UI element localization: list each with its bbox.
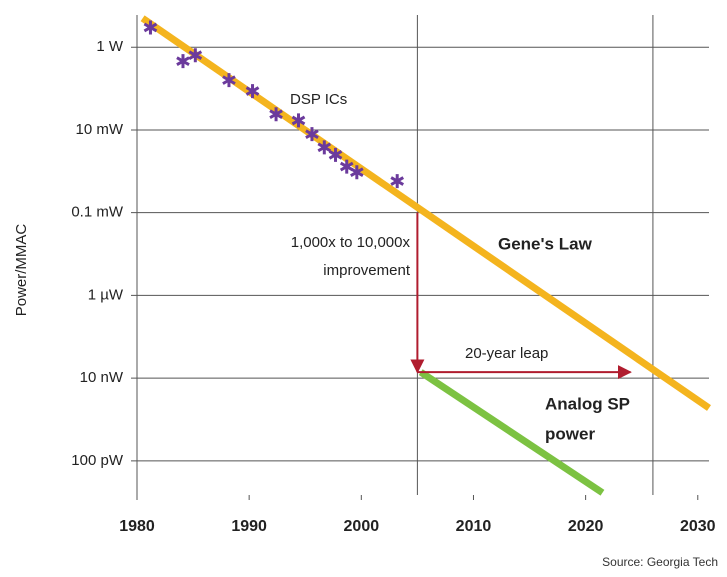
x-tick-label: 1990 [231,518,267,535]
data-point [328,147,343,162]
data-point [305,127,319,142]
x-tick-label: 2030 [680,518,716,535]
data-point [291,113,306,128]
annotation: Analog SP [545,394,630,413]
y-axis-label: Power/MMAC [13,224,30,317]
data-point [176,54,190,69]
data-point [143,20,158,35]
series-label: Gene's Law [498,234,593,253]
data-point [390,174,405,189]
annotation: power [545,424,595,443]
annotation: 20-year leap [465,345,548,362]
x-tick-label: 2000 [344,518,380,535]
y-tick-label: 10 mW [75,121,123,138]
data-point [222,73,236,88]
data-point [269,107,283,122]
x-tick-label: 2010 [456,518,492,535]
y-tick-label: 100 pW [71,452,124,469]
series-label: DSP ICs [290,91,347,108]
series-line [140,15,711,411]
x-tick-label: 2020 [568,518,604,535]
y-tick-label: 10 nW [80,369,124,386]
data-point [188,48,203,63]
y-tick-label: 0.1 mW [71,204,124,221]
data-point [350,165,364,180]
x-tick-label: 1980 [119,518,155,535]
series-line [418,369,605,496]
y-tick-label: 1 µW [88,286,124,303]
source: Source: Georgia Tech [602,555,718,569]
annotation: 1,000x to 10,000x [291,234,411,251]
annotation: improvement [323,262,411,279]
data-point [245,84,260,99]
data-point [317,140,332,155]
y-tick-label: 1 W [96,38,124,55]
